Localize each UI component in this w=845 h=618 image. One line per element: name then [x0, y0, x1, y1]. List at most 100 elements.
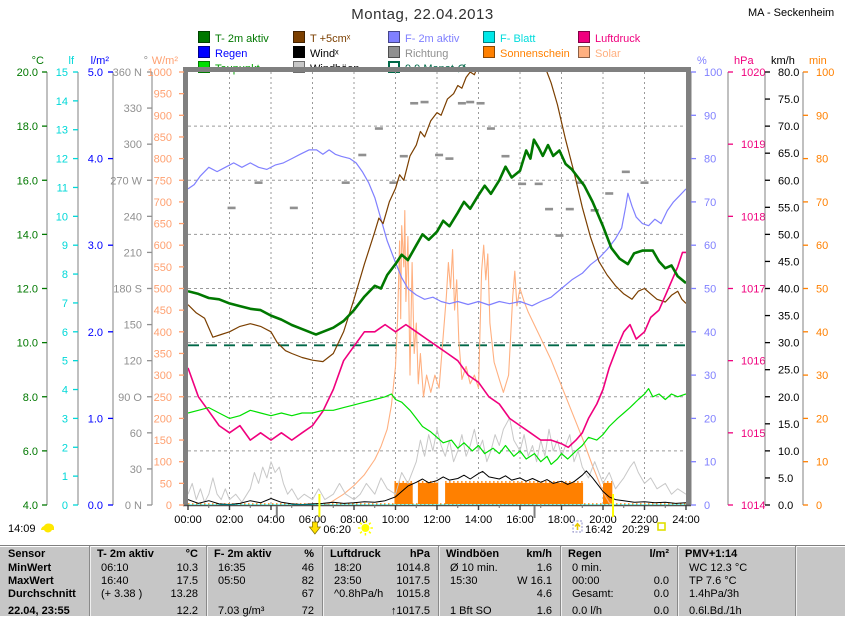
table-cell: °C [185, 548, 198, 560]
svg-text:70: 70 [816, 197, 828, 209]
svg-text:10: 10 [704, 457, 716, 469]
svg-text:12:00: 12:00 [423, 514, 451, 526]
svg-text:1015: 1015 [741, 428, 765, 440]
svg-text:90: 90 [704, 110, 716, 122]
table-cell: 4.6 [536, 588, 552, 601]
table-cell: 0.0 l/h [572, 604, 602, 617]
table-cell: 16:35 [218, 561, 246, 574]
svg-text:350: 350 [154, 348, 172, 360]
table-cell: l/m² [649, 548, 669, 560]
svg-text:500: 500 [154, 284, 172, 296]
svg-text:0.0: 0.0 [778, 500, 793, 512]
legend-label: Windˣ [310, 48, 339, 60]
svg-text:75.0: 75.0 [778, 94, 799, 106]
table-cell: km/h [526, 548, 552, 560]
svg-text:3.0: 3.0 [88, 240, 103, 252]
axis-kmh: km/h80.0 75.0 70.0 65.0 60.0 55.0 50.0 45.0 40.0… [764, 55, 799, 512]
svg-text:100: 100 [154, 457, 172, 469]
svg-text:20.0: 20.0 [778, 392, 799, 404]
svg-text:20: 20 [704, 413, 716, 425]
svg-text:60: 60 [130, 428, 142, 440]
svg-text:40: 40 [704, 327, 716, 339]
series-windb-en [188, 417, 686, 503]
svg-text:40.0: 40.0 [778, 284, 799, 296]
svg-text:W/m²: W/m² [152, 55, 179, 67]
table-cell: T- 2m aktiv [97, 548, 154, 560]
svg-text:210: 210 [124, 247, 142, 259]
svg-text:4.0: 4.0 [23, 500, 38, 512]
table-cell: 1017.5 [396, 574, 430, 587]
legend-swatch [388, 46, 400, 58]
svg-text:1017: 1017 [741, 284, 765, 296]
svg-text:100: 100 [816, 67, 834, 79]
legend-label: Solar [595, 48, 621, 60]
sensor-summary-table: Sensor T- 2m aktiv °C F- 2m aktiv% Luftdruck… [0, 545, 845, 617]
table-column-divider [795, 546, 797, 616]
svg-text:240: 240 [124, 211, 142, 223]
legend-item-t-5cm-: T +5cmˣ [293, 31, 350, 45]
table-cell: 72 [301, 604, 314, 617]
svg-text:45.0: 45.0 [778, 256, 799, 268]
legend-label: F- Blatt [500, 33, 536, 45]
svg-text:120: 120 [124, 356, 142, 368]
svg-text:15: 15 [56, 67, 68, 79]
svg-text:330: 330 [124, 103, 142, 115]
svg-text:55.0: 55.0 [778, 202, 799, 214]
table-cell: 00:00 [572, 574, 600, 587]
svg-text:180 S: 180 S [113, 284, 142, 296]
legend-label: Luftdruck [595, 33, 641, 45]
axis-dir: °360 N 330 300 270 W 240 210 180 S 150 120 90 O 60… [110, 55, 153, 512]
svg-text:04:00: 04:00 [257, 514, 285, 526]
legend-item-wind-: Windˣ [293, 46, 339, 60]
sun-down-arrow-icon [308, 521, 322, 535]
x-axis: 00:00 02:00 04:00 06:00 08:00 10:00 12:00 14:00… [174, 505, 700, 526]
svg-text:12: 12 [56, 154, 68, 166]
table-cell: 7.03 g/m³ [218, 604, 265, 617]
svg-text:16.0: 16.0 [17, 175, 38, 187]
legend-label: Regen [215, 48, 248, 60]
series-taupunkt [188, 388, 686, 465]
table-cell: MaxWert [8, 574, 54, 587]
series-t-5cm- [188, 72, 686, 363]
sunrise-time-label: 06:20 [323, 524, 351, 536]
table-cell: (+ 3.38 ) [101, 588, 143, 601]
table-cell: 13.28 [170, 588, 198, 601]
table-cell: 05:50 [218, 574, 246, 587]
legend-item-f-2m-aktiv: F- 2m aktiv [388, 31, 460, 45]
legend-swatch [198, 46, 210, 58]
svg-text:hPa: hPa [734, 55, 754, 67]
legend-label: F- 2m aktiv [405, 33, 460, 45]
svg-text:750: 750 [154, 175, 172, 187]
table-cell: 12.2 [176, 604, 198, 617]
svg-text:360 N: 360 N [113, 67, 142, 79]
table-cell: 17.5 [176, 574, 198, 587]
svg-text:80: 80 [816, 154, 828, 166]
sunset-time-label: 20:29 [622, 524, 650, 536]
table-cell: 0.6l.Bd./1h [689, 604, 742, 617]
svg-text:950: 950 [154, 89, 172, 101]
legend-swatch [578, 46, 590, 58]
svg-text:60: 60 [816, 240, 828, 252]
svg-text:1000: 1000 [148, 67, 172, 79]
table-cell: PMV+1:14 [685, 548, 738, 560]
svg-text:0: 0 [704, 500, 710, 512]
svg-text:1: 1 [62, 471, 68, 483]
svg-text:11: 11 [57, 182, 68, 194]
moon-time-label: 16:42 [585, 524, 613, 536]
table-cell: Regen [568, 548, 602, 560]
svg-text:10.0: 10.0 [17, 338, 38, 350]
table-cell: 15:30 [450, 574, 478, 587]
table-cell: 0.0 [653, 588, 669, 601]
svg-text:550: 550 [154, 262, 172, 274]
svg-text:1019: 1019 [741, 139, 765, 151]
table-cell: WC 12.3 °C [689, 561, 748, 574]
table-cell: Gesamt: [572, 588, 614, 601]
table-cell: ^0.8hPa/h [334, 588, 384, 601]
table-column-divider [438, 546, 440, 616]
svg-text:15.0: 15.0 [778, 419, 799, 431]
svg-text:1018: 1018 [741, 211, 765, 223]
